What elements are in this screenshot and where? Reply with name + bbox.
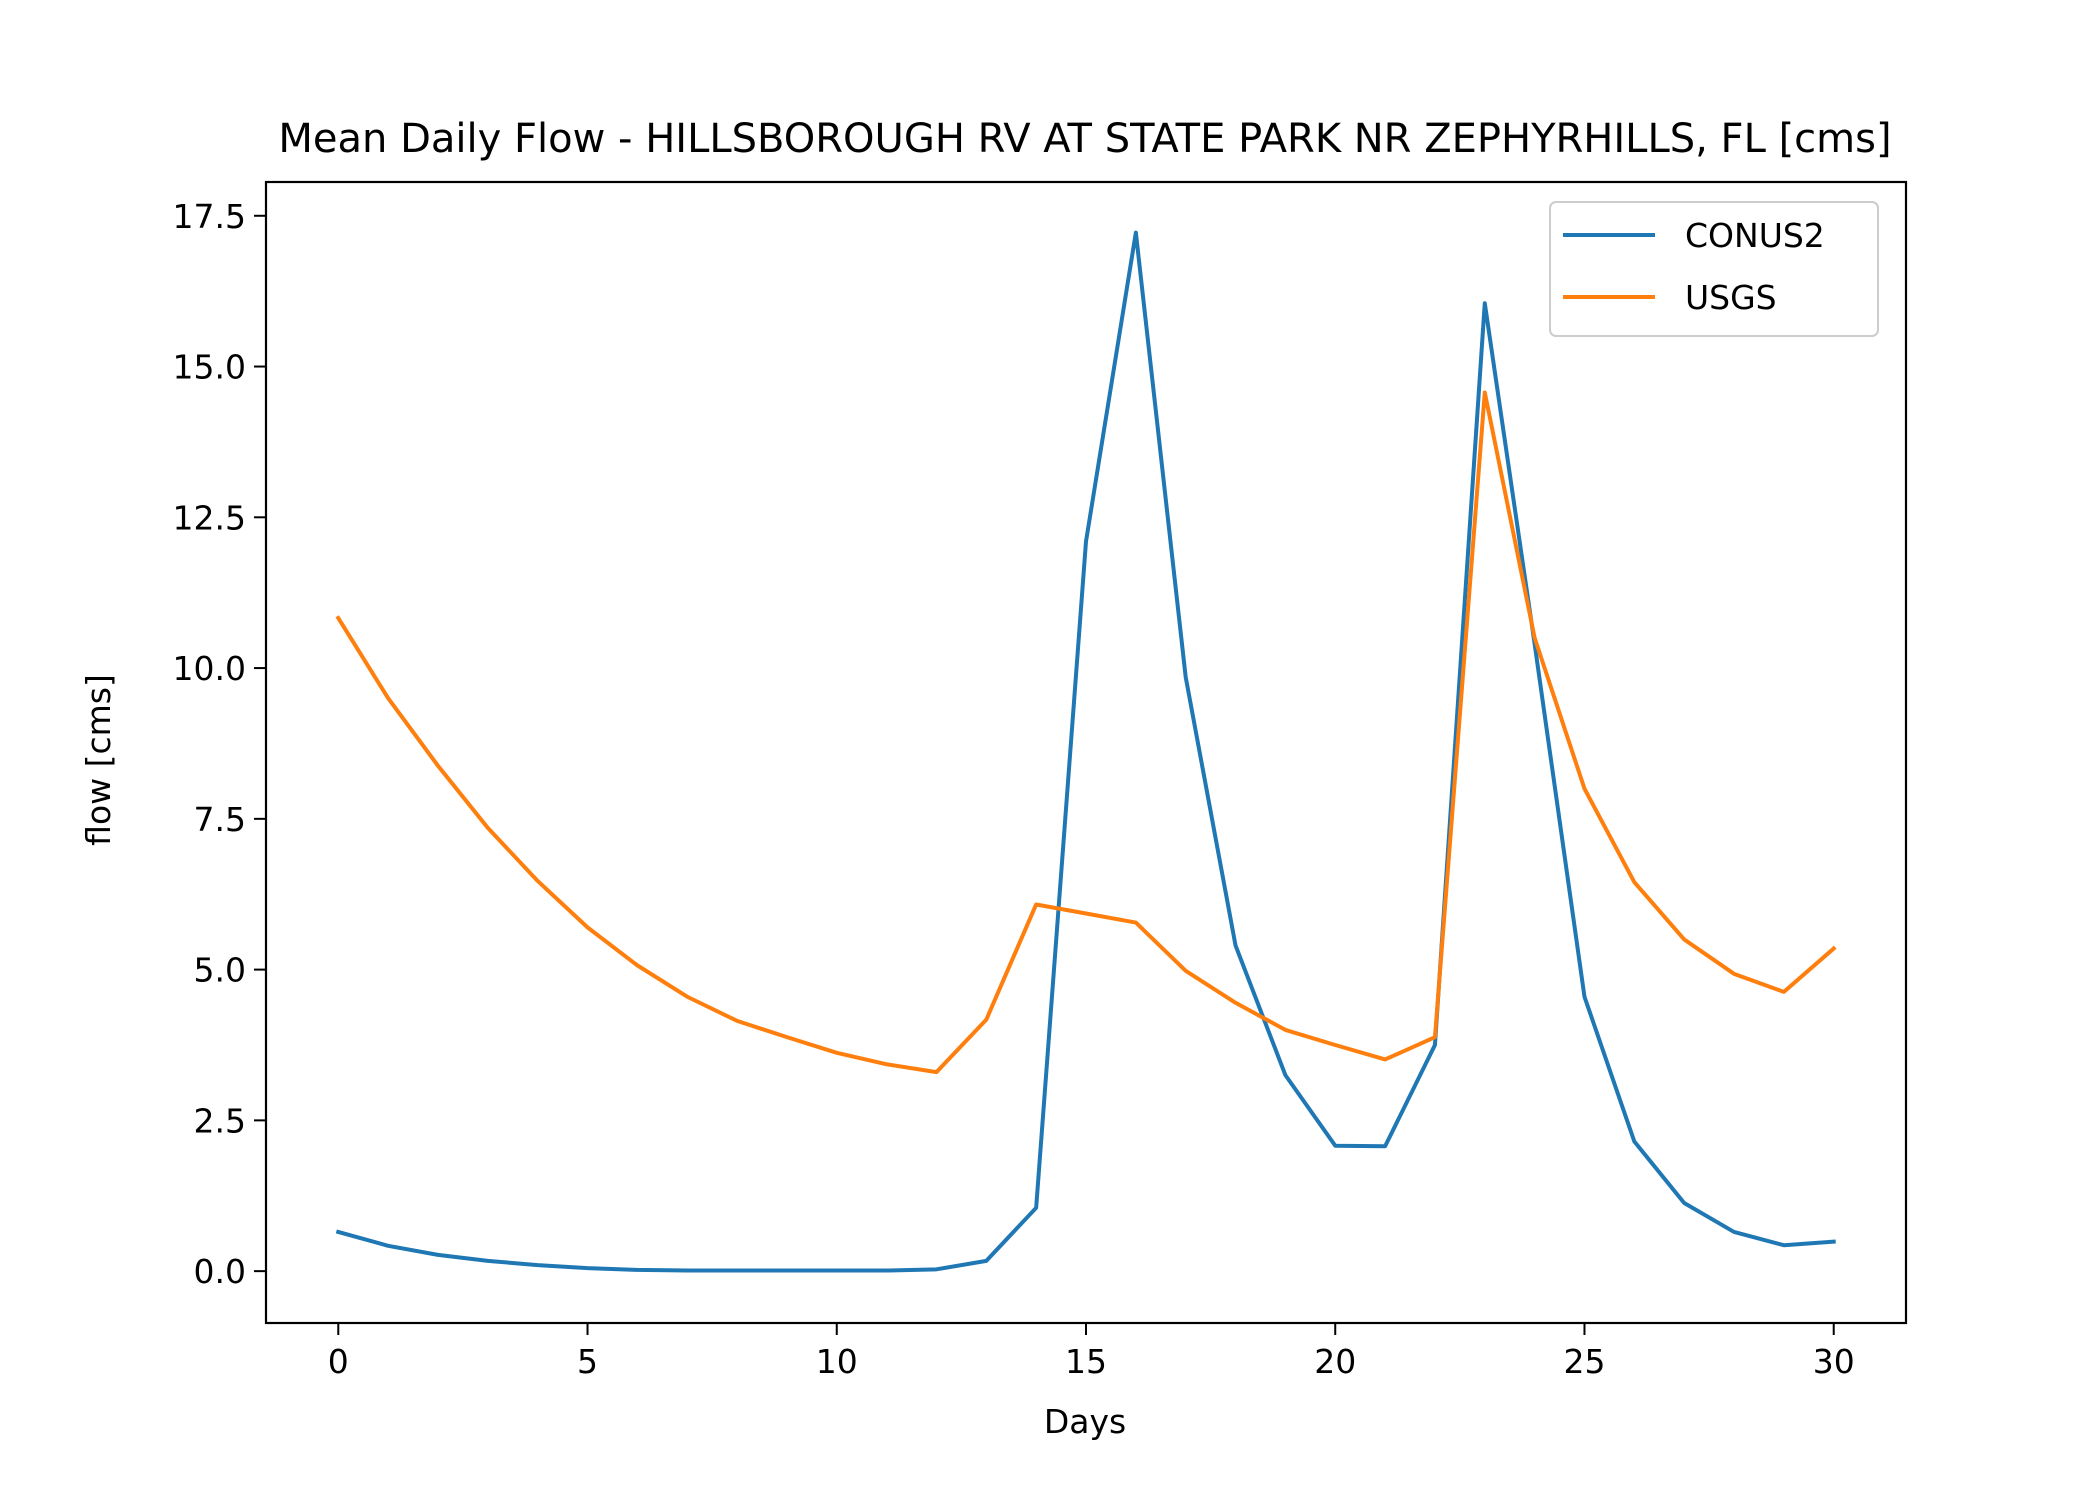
y-tick-label: 15.0: [173, 348, 246, 387]
y-tick-label: 12.5: [173, 498, 246, 537]
y-tick-label: 17.5: [173, 197, 246, 236]
y-tick-label: 0.0: [194, 1252, 246, 1291]
x-tick-label: 15: [1065, 1342, 1107, 1381]
y-tick-label: 5.0: [194, 951, 246, 990]
chart-title: Mean Daily Flow - HILLSBOROUGH RV AT STA…: [278, 116, 1891, 162]
series-line-conus2: [335, 230, 1836, 1273]
x-tick-label: 10: [816, 1342, 858, 1381]
x-tick-label: 25: [1563, 1342, 1605, 1381]
x-tick-label: 5: [577, 1342, 598, 1381]
y-tick-label: 10.0: [173, 649, 246, 688]
ticks-layer: 0 5 10 15 20 25 30 0.0 2.5 5.0 7.5 10.0 12.5 15.0 17.5: [173, 197, 1855, 1381]
series-layer: [335, 230, 1837, 1273]
x-tick-label: 20: [1314, 1342, 1356, 1381]
x-axis-label: Days: [1044, 1402, 1126, 1441]
y-axis-label: flow [cms]: [79, 674, 118, 846]
legend-label-conus2: CONUS2: [1685, 216, 1825, 255]
legend: CONUS2 USGS: [1549, 201, 1879, 337]
plot-area-frame: [264, 180, 1908, 1325]
x-tick-label: 30: [1813, 1342, 1855, 1381]
legend-label-usgs: USGS: [1685, 278, 1777, 317]
series-line-usgs: [335, 390, 1837, 1075]
x-tick-label: 0: [328, 1342, 349, 1381]
y-tick-label: 2.5: [194, 1101, 246, 1140]
y-tick-label: 7.5: [194, 800, 246, 839]
